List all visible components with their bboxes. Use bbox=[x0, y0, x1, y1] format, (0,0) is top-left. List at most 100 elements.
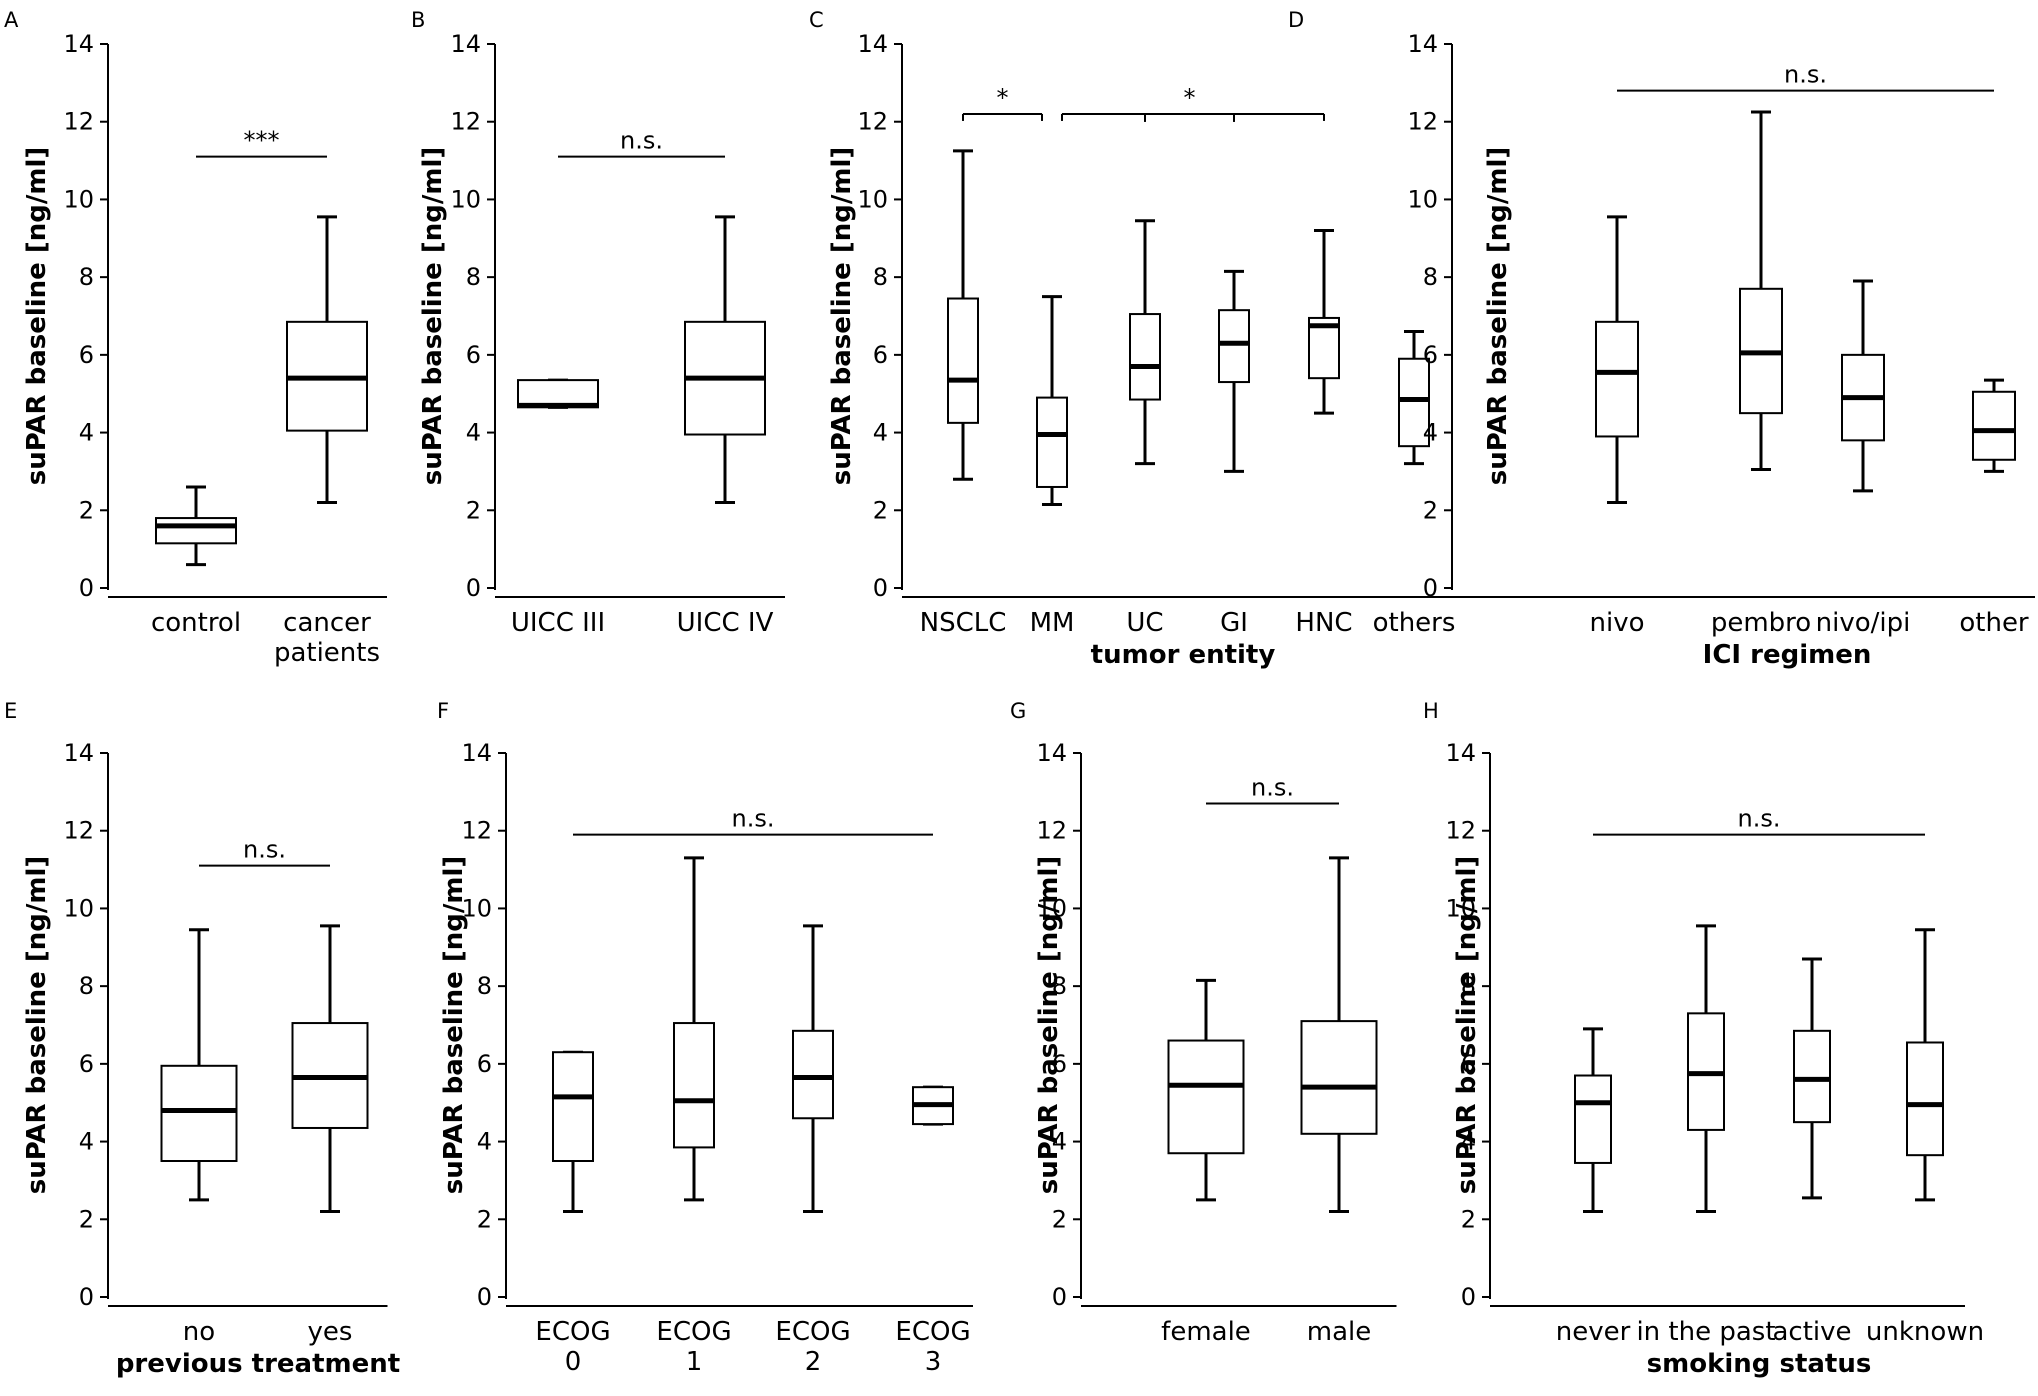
iqr-box bbox=[517, 379, 599, 409]
box-0 bbox=[155, 485, 237, 567]
y-tick-label: 4 bbox=[477, 1128, 492, 1156]
significance-label: n.s. bbox=[620, 127, 663, 155]
y-tick-label: 2 bbox=[1461, 1205, 1476, 1233]
y-tick-label: 4 bbox=[1423, 419, 1438, 447]
box-3 bbox=[1906, 928, 1944, 1202]
x-axis-title: previous treatment bbox=[116, 1349, 400, 1379]
panel-a: A 0 2 4 6 8 10 12 14 suPAR baseline [ng/ml] contro… bbox=[4, 8, 387, 668]
x-axis-title: tumor entity bbox=[1091, 640, 1276, 670]
y-tick-label: 2 bbox=[466, 496, 481, 524]
y-tick-label: 8 bbox=[79, 972, 94, 1000]
y-tick-label: 6 bbox=[477, 1050, 492, 1078]
panel-letter: A bbox=[4, 8, 19, 32]
box-3 bbox=[1972, 378, 2016, 473]
significance-label: *** bbox=[244, 127, 280, 155]
iqr-box bbox=[1167, 1039, 1245, 1155]
iqr-box bbox=[1398, 357, 1430, 448]
x-category-label: NSCLC bbox=[920, 608, 1007, 638]
iqr-box bbox=[1300, 1020, 1378, 1135]
box-0 bbox=[1167, 978, 1245, 1202]
box-2 bbox=[1793, 957, 1831, 1200]
y-tick-label: 12 bbox=[450, 108, 481, 136]
panel-letter: F bbox=[437, 699, 449, 723]
box-2 bbox=[1841, 279, 1885, 493]
significance-label: n.s. bbox=[243, 836, 286, 864]
significance-label: n.s. bbox=[732, 805, 775, 833]
y-axis-title: suPAR baseline [ng/ml] bbox=[1452, 856, 1482, 1195]
significance-bracket: n.s. bbox=[1593, 805, 1925, 836]
y-tick-label: 6 bbox=[1052, 1050, 1067, 1078]
x-category-label: 0 bbox=[565, 1347, 582, 1377]
x-category-label: female bbox=[1161, 1317, 1251, 1347]
x-category-label: ECOG bbox=[656, 1317, 731, 1347]
x-category-label: male bbox=[1307, 1317, 1371, 1347]
y-tick-label: 10 bbox=[461, 894, 492, 922]
y-tick-label: 0 bbox=[79, 574, 94, 602]
y-tick-label: 8 bbox=[1423, 263, 1438, 291]
x-category-label: nivo/ipi bbox=[1816, 608, 1911, 638]
y-axis-title: suPAR baseline [ng/ml] bbox=[1483, 147, 1513, 486]
x-category-label: no bbox=[183, 1317, 215, 1347]
x-category-label: control bbox=[151, 608, 241, 638]
box-4 bbox=[1308, 229, 1340, 415]
significance-bracket: n.s. bbox=[1617, 61, 1994, 92]
box-0 bbox=[160, 928, 238, 1202]
significance-label: n.s. bbox=[1784, 61, 1827, 89]
y-tick-label: 4 bbox=[873, 419, 888, 447]
panel-g: G 0 2 4 6 8 10 12 14 suPAR baseline [ng/ml] female… bbox=[1010, 699, 1397, 1347]
y-tick-label: 10 bbox=[1445, 894, 1476, 922]
y-tick-label: 4 bbox=[1052, 1128, 1067, 1156]
y-tick-label: 10 bbox=[63, 894, 94, 922]
x-category-label: yes bbox=[308, 1317, 353, 1347]
iqr-box bbox=[1972, 390, 2016, 461]
y-axis-title: suPAR baseline [ng/ml] bbox=[1034, 856, 1064, 1195]
y-tick-label: 14 bbox=[857, 30, 888, 58]
panel-letter: G bbox=[1010, 699, 1026, 723]
y-tick-label: 10 bbox=[63, 185, 94, 213]
y-tick-label: 4 bbox=[79, 419, 94, 447]
x-category-label: HNC bbox=[1295, 608, 1352, 638]
y-tick-label: 8 bbox=[873, 263, 888, 291]
y-tick-label: 14 bbox=[63, 739, 94, 767]
x-category-label: nivo bbox=[1590, 608, 1645, 638]
y-tick-label: 12 bbox=[1407, 108, 1438, 136]
x-category-label: ECOG bbox=[895, 1317, 970, 1347]
x-category-label: pembro bbox=[1711, 608, 1811, 638]
significance-bracket: n.s. bbox=[558, 127, 725, 158]
x-category-label: MM bbox=[1030, 608, 1075, 638]
y-tick-label: 14 bbox=[1036, 739, 1067, 767]
y-tick-label: 0 bbox=[79, 1283, 94, 1311]
box-0 bbox=[1595, 215, 1639, 505]
y-axis-title: suPAR baseline [ng/ml] bbox=[439, 856, 469, 1195]
box-0 bbox=[947, 149, 979, 481]
y-tick-label: 2 bbox=[79, 1205, 94, 1233]
y-tick-label: 8 bbox=[1052, 972, 1067, 1000]
box-2 bbox=[1129, 219, 1161, 466]
y-tick-label: 0 bbox=[1052, 1283, 1067, 1311]
y-tick-label: 12 bbox=[857, 108, 888, 136]
iqr-box bbox=[1129, 313, 1161, 401]
iqr-box bbox=[1574, 1074, 1612, 1164]
y-tick-label: 2 bbox=[873, 496, 888, 524]
box-1 bbox=[1687, 924, 1725, 1214]
y-tick-label: 6 bbox=[79, 1050, 94, 1078]
significance-label: n.s. bbox=[1738, 805, 1781, 833]
y-tick-label: 10 bbox=[857, 185, 888, 213]
x-category-label: others bbox=[1373, 608, 1456, 638]
y-tick-label: 8 bbox=[79, 263, 94, 291]
y-tick-label: 2 bbox=[1052, 1205, 1067, 1233]
significance-label: * bbox=[997, 84, 1009, 112]
panel-b: B 0 2 4 6 8 10 12 14 suPAR baseline [ng/ml] UICC I… bbox=[411, 8, 785, 638]
y-tick-label: 6 bbox=[1423, 341, 1438, 369]
panel-d: D 0 2 4 6 8 10 12 14 suPAR baseline [ng/ml] nivo pe… bbox=[1288, 8, 2035, 670]
significance-bracket: * bbox=[1061, 84, 1325, 122]
y-tick-label: 12 bbox=[1445, 817, 1476, 845]
x-category-label: in the past bbox=[1636, 1317, 1775, 1347]
significance-bracket: n.s. bbox=[199, 836, 330, 867]
x-axis-title: ICI regimen bbox=[1703, 640, 1872, 670]
y-tick-label: 12 bbox=[1036, 817, 1067, 845]
x-category-label: GI bbox=[1220, 608, 1248, 638]
x-category-label: ECOG bbox=[535, 1317, 610, 1347]
